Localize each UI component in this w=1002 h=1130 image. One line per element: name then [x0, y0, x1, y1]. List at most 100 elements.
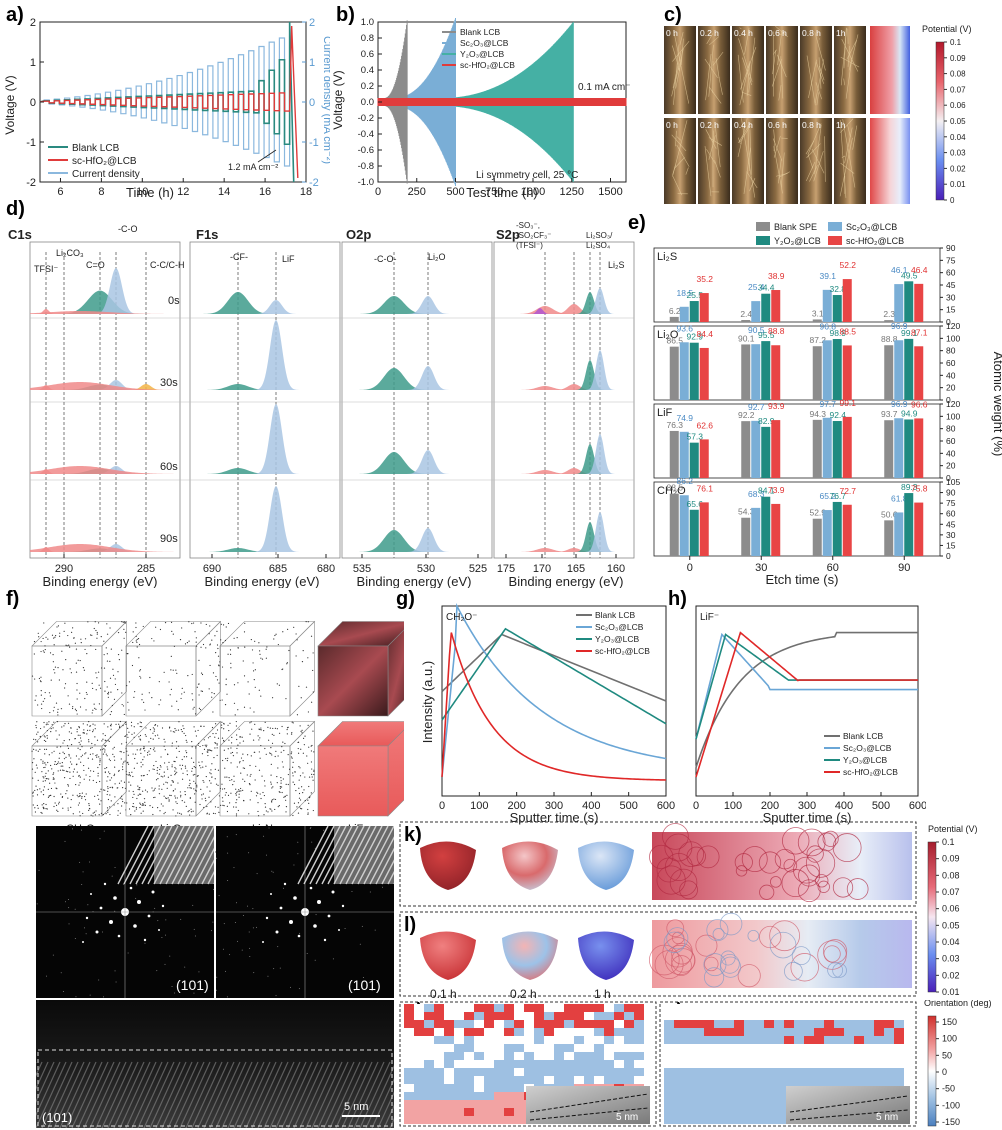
f-dot: [194, 631, 196, 633]
e-bar: [904, 281, 914, 322]
e-bar: [812, 419, 822, 478]
f-dot: [283, 749, 285, 752]
n-pixel: [454, 1028, 464, 1036]
m-fringe: [36, 1061, 55, 1104]
c-micro-texture: [778, 85, 782, 101]
n-pixel: [434, 1076, 444, 1084]
fft-noise: [216, 857, 218, 859]
panel-n-frame: [399, 1001, 657, 1127]
f-dot: [158, 788, 160, 790]
o-pixel: [684, 1004, 694, 1012]
e-bar-label: 62.6: [696, 420, 713, 430]
n-pixel: [554, 1044, 564, 1052]
fft-noise: [249, 947, 251, 949]
d-c1s-peak-bg: [30, 544, 180, 552]
l-particle: [827, 962, 844, 979]
f-dot: [79, 734, 81, 736]
f-dot: [42, 807, 45, 809]
panel-i-fft: (101): [36, 826, 214, 998]
o-pixel: [814, 1036, 824, 1044]
n-pixel: [614, 1052, 624, 1060]
f-dot: [104, 680, 106, 683]
f-dot: [302, 791, 304, 794]
n-pixel: [544, 1020, 554, 1028]
f-dot: [110, 723, 112, 725]
e-bar: [812, 518, 822, 556]
n-pixel: [414, 1068, 424, 1076]
f-dot: [189, 783, 191, 785]
e-ytick-label: 100: [946, 333, 960, 343]
f-dot: [203, 806, 205, 809]
f-dot: [140, 779, 143, 781]
f-dot: [82, 812, 84, 815]
k-particle: [805, 848, 836, 878]
fft-noise: [265, 854, 267, 856]
f-dot: [281, 791, 283, 794]
e-bar: [689, 509, 699, 556]
f-dot: [33, 758, 35, 760]
o-pixel: [684, 1060, 694, 1068]
f-dot: [99, 687, 102, 689]
f-dot: [47, 638, 49, 640]
e-bar: [689, 342, 699, 400]
n-pixel: [564, 1012, 574, 1020]
f-dot: [99, 780, 101, 783]
e-bar-label: 39.1: [819, 271, 836, 281]
f-dot: [140, 812, 142, 814]
o-pixel: [664, 1036, 674, 1044]
f-dot: [201, 673, 204, 676]
f-dot: [124, 721, 126, 723]
f-dot: [57, 714, 59, 716]
c-micro-texture: [775, 25, 789, 38]
f-dot: [187, 811, 189, 813]
f-dot: [207, 754, 209, 757]
f-dot: [311, 776, 313, 778]
e-bar-label: 93.7: [881, 409, 898, 419]
n-pixel: [494, 1052, 504, 1060]
f-dot: [153, 728, 156, 730]
f-dot: [242, 778, 244, 780]
n-pixel: [634, 1012, 644, 1020]
fft-noise: [165, 934, 167, 936]
n-pixel: [404, 1116, 414, 1124]
label-l: l): [404, 914, 417, 936]
f-dot: [137, 637, 140, 640]
fft-noise: [135, 897, 137, 899]
f-dot: [250, 755, 252, 757]
f-dot: [149, 676, 151, 679]
o-pixel: [724, 1076, 734, 1084]
e-bar: [884, 520, 894, 556]
f-dot: [120, 797, 122, 799]
n-pixel: [424, 1028, 434, 1036]
d-xtick-label: 525: [469, 563, 487, 575]
c-time-label: 0.4 h: [734, 28, 753, 38]
fft-noise: [212, 921, 214, 923]
f-dot: [33, 738, 35, 740]
n-pixel: [434, 1052, 444, 1060]
fft-spot: [338, 929, 340, 931]
fft-noise: [249, 955, 251, 957]
f-dot: [96, 637, 98, 639]
fft-noise: [248, 931, 250, 933]
f-dot: [221, 727, 223, 729]
c-micro-texture: [780, 56, 784, 99]
fft-spot: [327, 914, 331, 918]
f-dot: [200, 690, 202, 692]
f-dot: [166, 787, 168, 789]
o-pixel: [854, 1004, 864, 1012]
n-pixel: [404, 1020, 414, 1028]
f-dot: [244, 780, 246, 782]
f-dot: [123, 637, 125, 639]
e-bar: [669, 346, 679, 400]
f-dot: [218, 665, 220, 667]
label-k: k): [404, 824, 422, 846]
f-dot: [193, 706, 195, 708]
e-bar: [699, 347, 709, 400]
a-xtick-label: 6: [57, 186, 63, 198]
l-particle-0: [420, 931, 476, 980]
f-dot: [223, 805, 225, 807]
f-dot: [106, 767, 108, 769]
f-dot: [91, 746, 93, 749]
f-dot: [36, 767, 38, 769]
f-dot: [138, 736, 140, 738]
